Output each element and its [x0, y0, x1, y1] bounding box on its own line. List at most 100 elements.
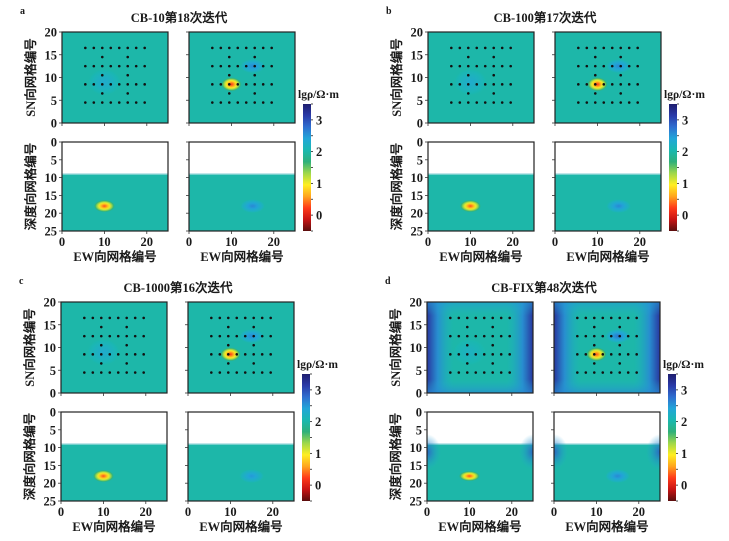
- station-dot: [125, 343, 129, 347]
- heatmap-field: [188, 302, 294, 393]
- plan-view-right: [552, 31, 662, 126]
- anomaly-0: [453, 68, 488, 96]
- y-tick-label: 20: [411, 26, 424, 40]
- subsurface-region: [428, 174, 534, 231]
- station-dot: [91, 371, 95, 374]
- station-dot: [592, 362, 596, 365]
- station-dot: [253, 101, 257, 104]
- station-dot: [235, 334, 239, 338]
- station-dot: [627, 83, 631, 86]
- colorbar-tick-label: 3: [682, 113, 688, 127]
- x-axis-label: EW向网格编号: [438, 519, 521, 534]
- station-dot: [466, 73, 470, 77]
- station-dot: [227, 101, 231, 104]
- station-dot: [252, 353, 256, 356]
- station-dot: [260, 316, 264, 320]
- air-region: [554, 412, 660, 445]
- station-dot: [269, 316, 272, 320]
- station-dot: [465, 371, 469, 374]
- station-dot: [508, 316, 511, 320]
- colorbar-tick-label: 0: [682, 209, 688, 223]
- station-dot: [577, 83, 580, 86]
- station-dot: [133, 316, 137, 320]
- background-cell: [555, 32, 661, 123]
- colorbar-tick-label: 0: [681, 479, 687, 493]
- anomaly-0: [459, 199, 482, 213]
- x-tick-label: 20: [140, 505, 153, 519]
- y-tick-label: 5: [50, 364, 56, 378]
- colorbar: 0 1 2 3 lgρ/Ω·m: [298, 89, 339, 232]
- heatmap-field: [554, 412, 660, 501]
- x-tick-label: 0: [185, 505, 191, 519]
- station-dot: [457, 316, 461, 320]
- station-dot: [126, 101, 130, 104]
- station-dot: [618, 316, 622, 320]
- y-tick-label: 10: [45, 171, 58, 185]
- station-dot: [449, 353, 452, 356]
- surface-line: [62, 173, 168, 175]
- station-dot: [465, 334, 469, 338]
- x-axis-label: EW向网格编号: [566, 249, 649, 264]
- x-tick-label: 0: [58, 505, 64, 519]
- station-dot: [109, 46, 113, 50]
- station-dot: [509, 46, 512, 50]
- station-dot: [619, 83, 623, 86]
- y-axis-label: SN向网格编号: [23, 38, 38, 116]
- station-dot: [499, 334, 503, 338]
- station-dot: [585, 64, 589, 68]
- surface-line: [555, 173, 661, 175]
- subsurface-region: [61, 444, 167, 501]
- y-tick-label: 10: [411, 171, 424, 185]
- station-dot: [117, 64, 121, 68]
- x-tick-label: 0: [424, 505, 430, 519]
- station-dot: [211, 101, 214, 104]
- y-axis-label: 深度向网格编号: [22, 413, 37, 501]
- station-dot: [227, 92, 231, 95]
- y-tick-label: 0: [416, 406, 422, 420]
- station-dot: [253, 55, 257, 59]
- station-dot: [499, 371, 503, 374]
- station-dot: [491, 325, 495, 329]
- anomaly-1: [239, 58, 266, 74]
- surface-line: [428, 173, 534, 175]
- station-dot: [601, 371, 605, 374]
- plot-frame: [188, 141, 296, 232]
- subsurface-region: [62, 174, 168, 231]
- heatmap-field: [555, 32, 661, 123]
- station-dot: [260, 353, 264, 356]
- station-dot: [226, 371, 230, 374]
- station-dot: [491, 371, 495, 374]
- station-dot: [253, 92, 257, 95]
- heatmap-field: [61, 302, 167, 393]
- station-dot: [610, 83, 614, 86]
- station-dot: [109, 83, 113, 86]
- station-dot: [592, 353, 596, 356]
- station-dot: [482, 371, 486, 374]
- station-dot: [227, 83, 231, 86]
- station-dot: [84, 101, 87, 104]
- y-tick-label: 15: [45, 189, 58, 203]
- station-dot: [465, 353, 469, 356]
- station-dot: [143, 46, 146, 50]
- station-dot: [211, 64, 214, 68]
- x-tick-label: 10: [590, 505, 603, 519]
- colorbar-tick-label: 1: [681, 447, 687, 461]
- x-tick-label: 10: [224, 505, 237, 519]
- station-dot: [584, 353, 588, 356]
- station-dot: [492, 92, 496, 95]
- station-dot: [601, 334, 605, 338]
- x-axis-label: EW向网格编号: [73, 249, 156, 264]
- station-dot: [142, 371, 145, 374]
- station-dot: [252, 371, 256, 374]
- heatmap-field: [428, 142, 534, 231]
- station-dot: [610, 64, 614, 68]
- station-dot: [116, 353, 120, 356]
- y-tick-label: 5: [417, 153, 423, 167]
- station-dot: [236, 83, 240, 86]
- y-tick-label: 0: [50, 387, 56, 401]
- station-dot: [91, 353, 95, 356]
- edge-effect-left: [427, 434, 441, 471]
- station-dot: [125, 353, 129, 356]
